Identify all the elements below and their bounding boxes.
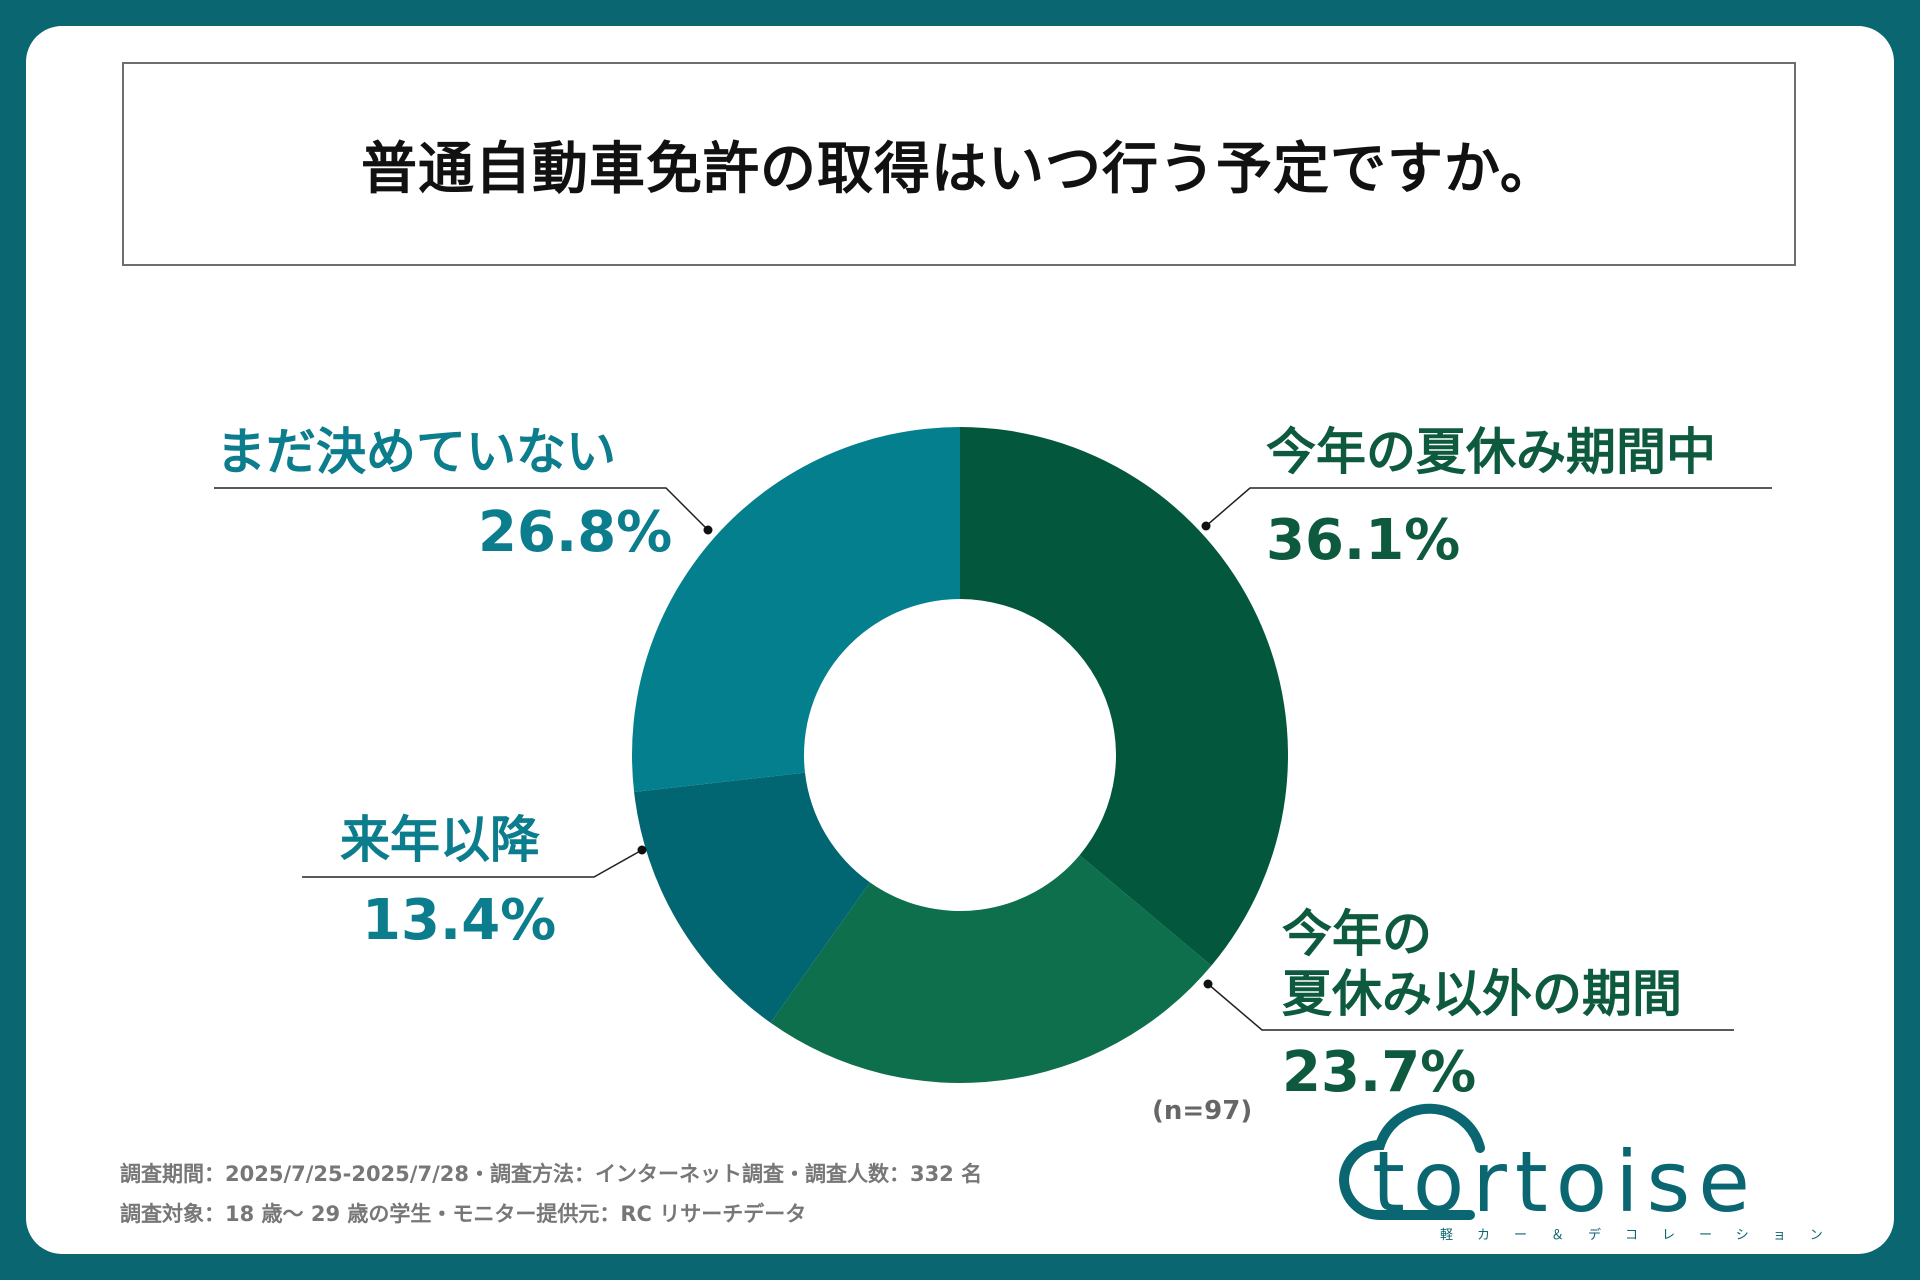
leader-line-other (1207, 983, 1734, 1031)
donut-slice-1 (770, 855, 1212, 1083)
leader-line-undecided (214, 487, 709, 531)
logo-tagline: 軽カー＆デコレーション (1440, 1228, 1847, 1243)
label-summer-name: 今年の夏休み期間中 (1266, 423, 1716, 481)
donut-slices (632, 427, 1288, 1083)
label-other-line2: 夏休み以外の期間 (1282, 965, 1682, 1023)
leader-dot-other (1203, 979, 1213, 989)
footnote-line2: 調査対象：18 歳〜 29 歳の学生・モニター提供元：RC リサーチデータ (120, 1202, 807, 1226)
sample-size-label: (n=97) (1152, 1096, 1253, 1126)
logo-wordmark: tortoise (1372, 1133, 1758, 1231)
leader-line-next-year (302, 849, 643, 878)
label-other-pct: 23.7% (1282, 1040, 1477, 1105)
leader-dot-next-year (637, 845, 647, 855)
label-summer-pct: 36.1% (1266, 508, 1461, 573)
donut-slice-3 (632, 427, 960, 793)
chart-title: 普通自動車免許の取得はいつ行う予定ですか。 (361, 136, 1557, 202)
label-other-line1: 今年の (1282, 905, 1432, 963)
title-box: 普通自動車免許の取得はいつ行う予定ですか。 (122, 62, 1796, 266)
leader-dots (637, 521, 1213, 989)
footnote-line1: 調査期間：2025/7/25-2025/7/28・調査方法：インターネット調査・… (120, 1162, 983, 1186)
label-next-year-name: 来年以降 (340, 811, 540, 869)
label-undecided-name: まだ決めていない (216, 423, 616, 481)
leader-line-summer (1205, 487, 1772, 527)
donut-slice-0 (960, 427, 1288, 966)
leader-dot-undecided (703, 525, 713, 535)
label-undecided-pct: 26.8% (478, 500, 673, 565)
leader-lines (214, 487, 1772, 1031)
donut-slice-2 (634, 772, 870, 1023)
label-next-year-pct: 13.4% (362, 888, 557, 953)
leader-dot-summer (1201, 521, 1211, 531)
